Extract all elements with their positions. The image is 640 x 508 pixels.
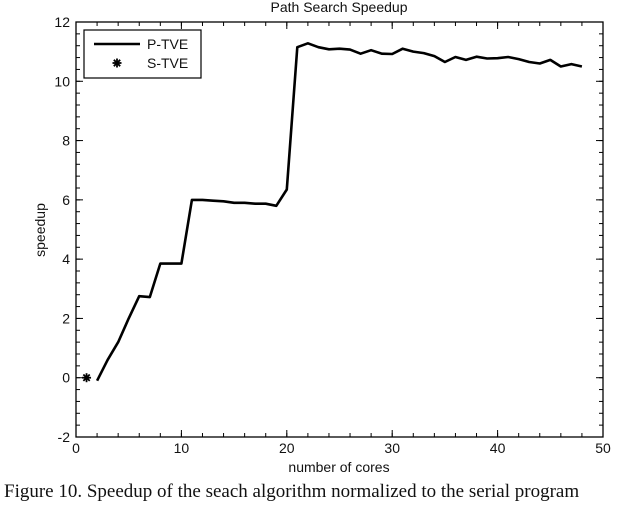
svg-text:12: 12 [54,14,70,30]
x-axis-label: number of cores [288,459,389,475]
s-tve-marker [82,373,92,383]
legend-box [83,29,202,79]
figure-caption: Figure 10. Speedup of the seach algorith… [4,481,580,502]
legend-asterisk-icon [112,58,122,68]
svg-text:0: 0 [62,370,70,386]
svg-text:-2: -2 [58,429,71,445]
legend-label-s-tve: S-TVE [147,55,188,71]
svg-text:0: 0 [72,440,80,456]
svg-text:4: 4 [62,251,70,267]
p-tve-line [95,41,583,382]
legend: P-TVE S-TVE [83,29,202,79]
svg-text:40: 40 [490,440,506,456]
svg-text:6: 6 [62,192,70,208]
svg-text:10: 10 [54,73,70,89]
axis-ticks [75,21,604,438]
y-axis-label: speedup [32,203,48,257]
svg-text:50: 50 [595,440,611,456]
svg-text:30: 30 [384,440,400,456]
plot-area-frame [75,21,604,438]
svg-text:20: 20 [279,440,295,456]
svg-text:10: 10 [174,440,190,456]
svg-text:2: 2 [62,310,70,326]
chart-title: Path Search Speedup [271,0,408,15]
svg-text:8: 8 [62,133,70,149]
legend-label-p-tve: P-TVE [147,36,188,52]
